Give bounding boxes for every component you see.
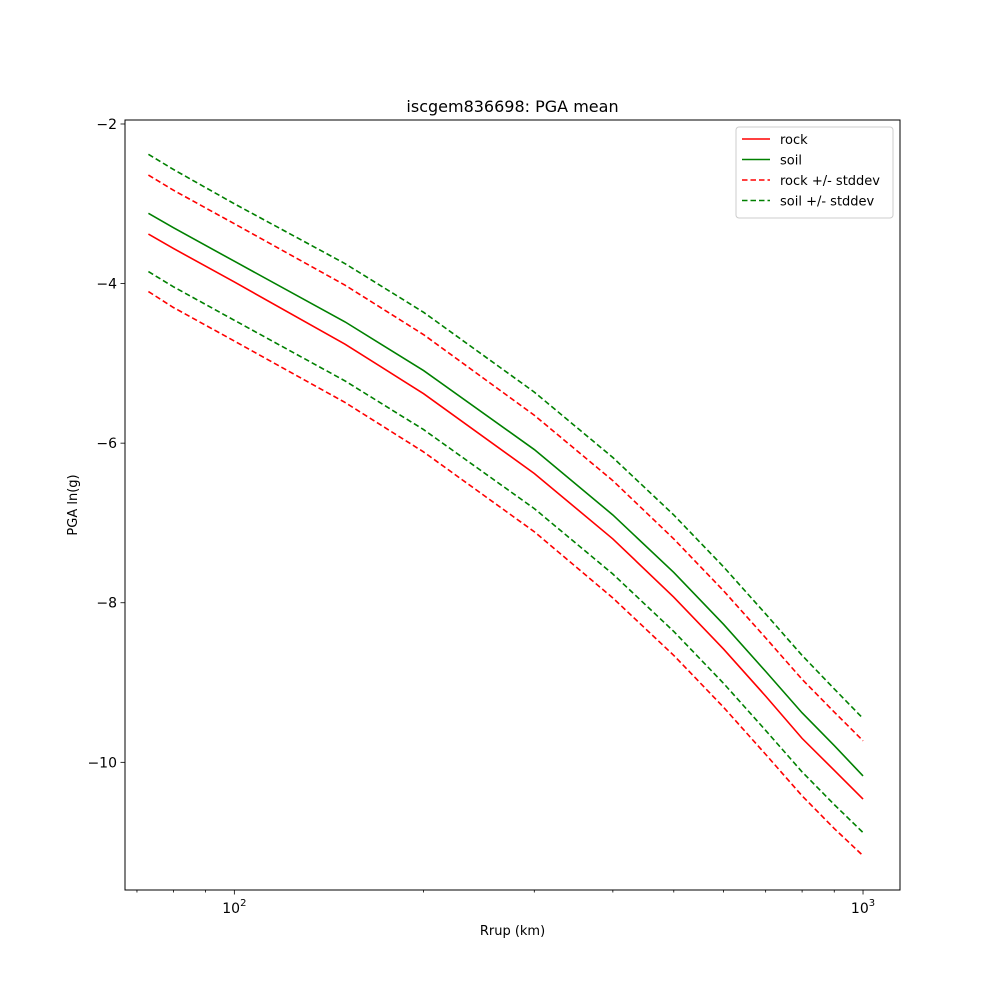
legend-label-0: rock: [780, 133, 808, 148]
y-tick-label-0: −2: [96, 117, 117, 133]
legend-label-2: rock +/- stddev: [780, 174, 880, 189]
legend-label-1: soil: [780, 154, 802, 169]
legend-label-3: soil +/- stddev: [780, 195, 875, 210]
y-axis: −2 −4 −6 −8 −10: [87, 117, 125, 771]
series-line-1: [148, 212, 864, 777]
axes-frame: [124, 119, 901, 891]
x-axis-label: Rrup (km): [480, 924, 545, 939]
chart-title: iscgem836698: PGA mean: [406, 97, 618, 116]
series-line-3: [147, 290, 864, 857]
legend: rock soil rock +/- stddev soil +/- stddev: [735, 126, 894, 219]
y-tick-label-4: −10: [87, 755, 117, 771]
plot-area: [147, 153, 864, 857]
series-line-4: [148, 153, 864, 720]
y-tick-label-2: −6: [96, 436, 117, 452]
series-line-5: [148, 270, 864, 834]
series-line-0: [148, 233, 864, 800]
y-axis-label: PGA ln(g): [66, 474, 81, 535]
y-tick-label-3: −8: [96, 596, 117, 612]
legend-box: [735, 126, 894, 219]
series-line-2: [148, 174, 864, 742]
y-tick-label-1: −4: [96, 277, 117, 293]
